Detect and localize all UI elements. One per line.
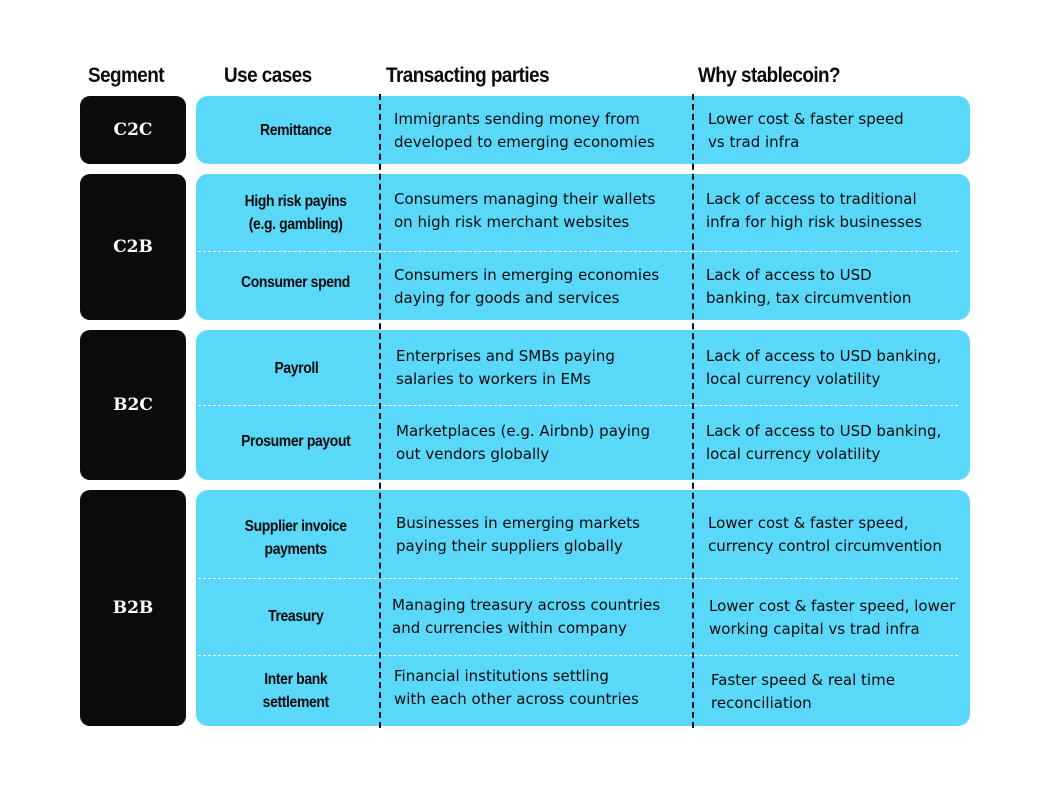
row-divider bbox=[198, 405, 958, 406]
why-supplier-invoice-payments: Lower cost & faster speed, currency cont… bbox=[708, 514, 942, 555]
use-case-payroll: Payroll bbox=[273, 359, 319, 377]
parties-payroll: Enterprises and SMBs paying salaries to … bbox=[396, 347, 615, 388]
parties-treasury: Managing treasury across countries and c… bbox=[392, 596, 661, 637]
use-case-prosumer-payout: Prosumer payout bbox=[241, 432, 351, 450]
column-divider bbox=[379, 94, 381, 728]
header-why-stablecoin: Why stablecoin? bbox=[698, 64, 841, 87]
why-remittance: Lower cost & faster speed vs trad infra bbox=[708, 110, 904, 151]
why-consumer-spend: Lack of access to USD banking, tax circu… bbox=[706, 266, 912, 307]
row-divider bbox=[198, 251, 958, 252]
parties-high-risk-payins: Consumers managing their wallets on high… bbox=[394, 190, 656, 231]
column-divider bbox=[692, 94, 694, 728]
use-case-supplier-invoice-payments: Supplier invoice payments bbox=[244, 518, 347, 558]
parties-remittance: Immigrants sending money from developed … bbox=[394, 110, 655, 151]
why-inter-bank-settlement: Faster speed & real time reconciliation bbox=[711, 671, 895, 712]
why-payroll: Lack of access to USD banking, local cur… bbox=[706, 347, 942, 388]
header-segment: Segment bbox=[88, 64, 165, 87]
header-use-cases: Use cases bbox=[224, 64, 312, 87]
header-transacting-parties: Transacting parties bbox=[386, 64, 550, 87]
use-case-inter-bank-settlement: Inter bank settlement bbox=[262, 671, 330, 711]
parties-supplier-invoice-payments: Businesses in emerging markets paying th… bbox=[396, 514, 640, 555]
parties-prosumer-payout: Marketplaces (e.g. Airbnb) paying out ve… bbox=[396, 422, 650, 463]
row-divider bbox=[198, 655, 958, 656]
use-case-remittance: Remittance bbox=[260, 121, 332, 139]
why-prosumer-payout: Lack of access to USD banking, local cur… bbox=[706, 422, 942, 463]
use-case-treasury: Treasury bbox=[268, 607, 324, 625]
parties-consumer-spend: Consumers in emerging economies daying f… bbox=[394, 266, 660, 307]
card-b2b bbox=[196, 490, 970, 726]
card-c2b bbox=[196, 174, 970, 320]
segment-c2b: C2B bbox=[80, 174, 186, 320]
segment-b2c: B2C bbox=[80, 330, 186, 480]
why-high-risk-payins: Lack of access to traditional infra for … bbox=[706, 190, 922, 231]
card-c2c bbox=[196, 96, 970, 164]
parties-inter-bank-settlement: Financial institutions settling with eac… bbox=[394, 667, 639, 708]
row-divider bbox=[198, 578, 958, 579]
use-case-consumer-spend: Consumer spend bbox=[241, 273, 351, 291]
segment-b2b: B2B bbox=[80, 490, 186, 726]
use-case-high-risk-payins: High risk payins (e.g. gambling) bbox=[244, 193, 348, 233]
segment-c2c: C2C bbox=[80, 96, 186, 164]
why-treasury: Lower cost & faster speed, lower working… bbox=[709, 597, 956, 638]
